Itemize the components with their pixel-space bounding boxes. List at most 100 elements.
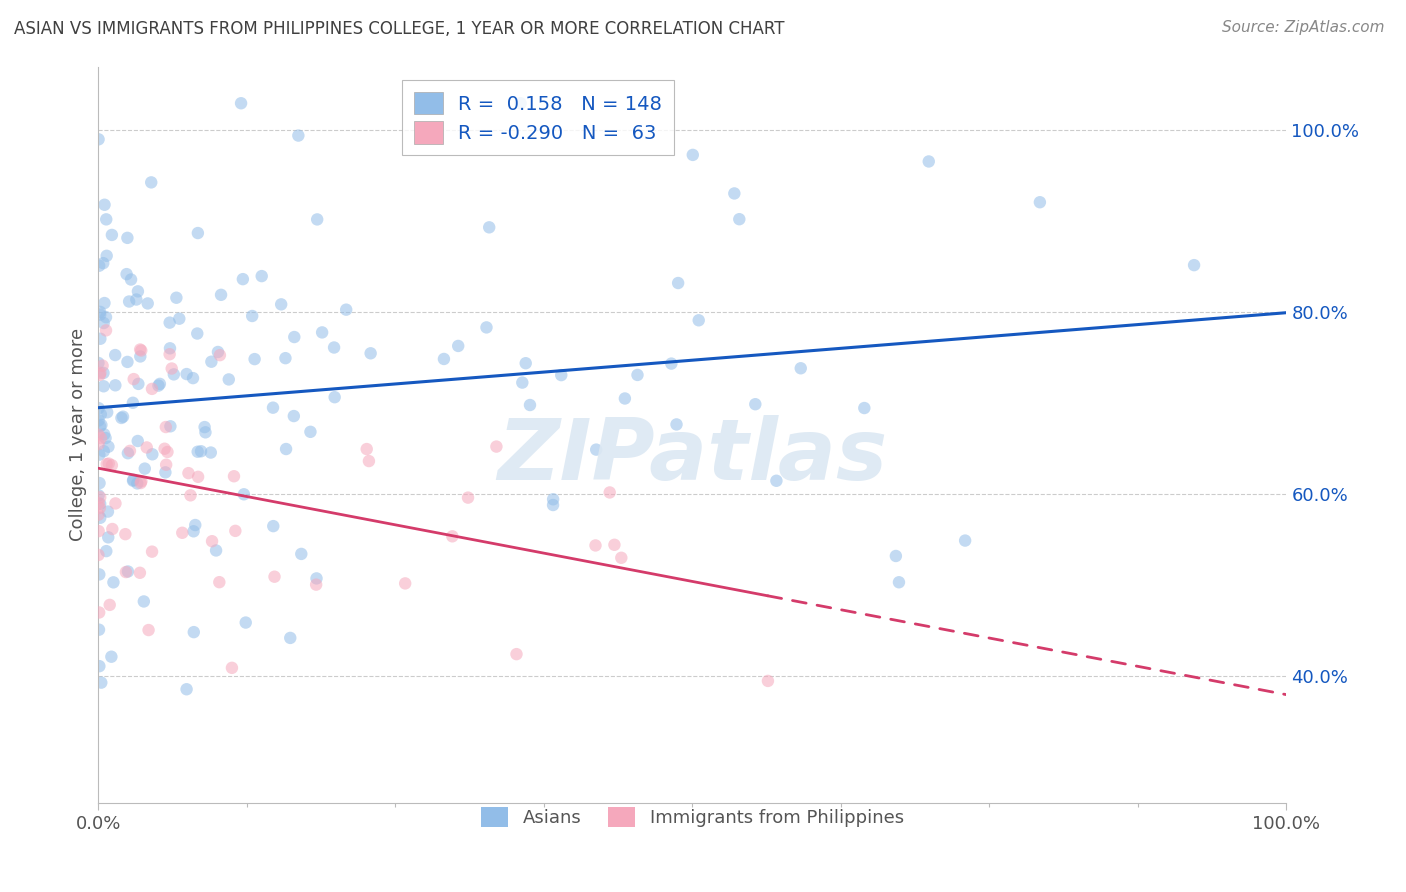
Point — [232, 272, 254, 286]
Point — [323, 341, 346, 355]
Point — [218, 372, 240, 386]
Point — [179, 488, 201, 502]
Point — [515, 356, 537, 370]
Point — [112, 409, 135, 424]
Point — [187, 444, 209, 458]
Point — [360, 346, 382, 360]
Point — [129, 343, 152, 358]
Point — [194, 420, 217, 434]
Point — [93, 366, 115, 380]
Point — [262, 401, 284, 415]
Point — [243, 352, 266, 367]
Point — [599, 485, 621, 500]
Point — [160, 361, 183, 376]
Point — [89, 305, 111, 319]
Point — [159, 419, 181, 434]
Point — [356, 442, 378, 456]
Point — [87, 524, 110, 538]
Point — [887, 575, 910, 590]
Point — [250, 269, 273, 284]
Point — [884, 549, 907, 563]
Point — [283, 409, 305, 423]
Y-axis label: College, 1 year or more: College, 1 year or more — [69, 328, 87, 541]
Point — [659, 357, 682, 371]
Point — [120, 272, 142, 286]
Point — [114, 527, 136, 541]
Point — [200, 355, 222, 369]
Point — [183, 625, 205, 640]
Point — [953, 533, 976, 548]
Point — [541, 498, 564, 512]
Point — [135, 441, 157, 455]
Point — [262, 519, 284, 533]
Point — [181, 371, 204, 385]
Point — [101, 522, 124, 536]
Point — [224, 524, 246, 538]
Point — [89, 259, 111, 273]
Point — [96, 405, 118, 419]
Point — [118, 443, 141, 458]
Point — [235, 615, 257, 630]
Point — [141, 447, 163, 461]
Point — [89, 497, 111, 511]
Point — [222, 469, 245, 483]
Point — [505, 647, 527, 661]
Point — [96, 544, 118, 558]
Point — [87, 548, 110, 562]
Point — [87, 413, 110, 427]
Point — [96, 249, 118, 263]
Point — [89, 659, 111, 673]
Point — [485, 440, 508, 454]
Point — [765, 474, 787, 488]
Point — [1029, 195, 1052, 210]
Point — [357, 454, 380, 468]
Point — [790, 361, 813, 376]
Point — [208, 348, 231, 362]
Point — [433, 351, 456, 366]
Point — [263, 570, 285, 584]
Point — [90, 407, 112, 421]
Point — [603, 538, 626, 552]
Point — [478, 220, 501, 235]
Point — [311, 326, 333, 340]
Point — [550, 368, 572, 383]
Point — [131, 475, 153, 489]
Point — [159, 316, 181, 330]
Point — [457, 491, 479, 505]
Point — [122, 474, 145, 488]
Point — [163, 368, 186, 382]
Point — [87, 356, 110, 370]
Point — [100, 649, 122, 664]
Point — [97, 530, 120, 544]
Point — [127, 376, 149, 391]
Point — [89, 490, 111, 504]
Point — [149, 376, 172, 391]
Point — [585, 442, 607, 457]
Point — [728, 212, 751, 227]
Point — [610, 550, 633, 565]
Point — [183, 524, 205, 539]
Point — [89, 419, 111, 434]
Point — [290, 547, 312, 561]
Point — [117, 446, 139, 460]
Point — [510, 376, 533, 390]
Point — [221, 661, 243, 675]
Point — [127, 285, 149, 299]
Point — [184, 518, 207, 533]
Point — [129, 566, 152, 580]
Point — [141, 175, 163, 189]
Point — [91, 256, 114, 270]
Point — [688, 313, 710, 327]
Point — [101, 458, 124, 473]
Point — [274, 351, 297, 366]
Point — [117, 231, 139, 245]
Point — [156, 445, 179, 459]
Point — [89, 567, 111, 582]
Point — [96, 457, 118, 471]
Point — [141, 544, 163, 558]
Point — [89, 366, 111, 380]
Point — [90, 675, 112, 690]
Point — [176, 682, 198, 697]
Point — [187, 470, 209, 484]
Point — [283, 330, 305, 344]
